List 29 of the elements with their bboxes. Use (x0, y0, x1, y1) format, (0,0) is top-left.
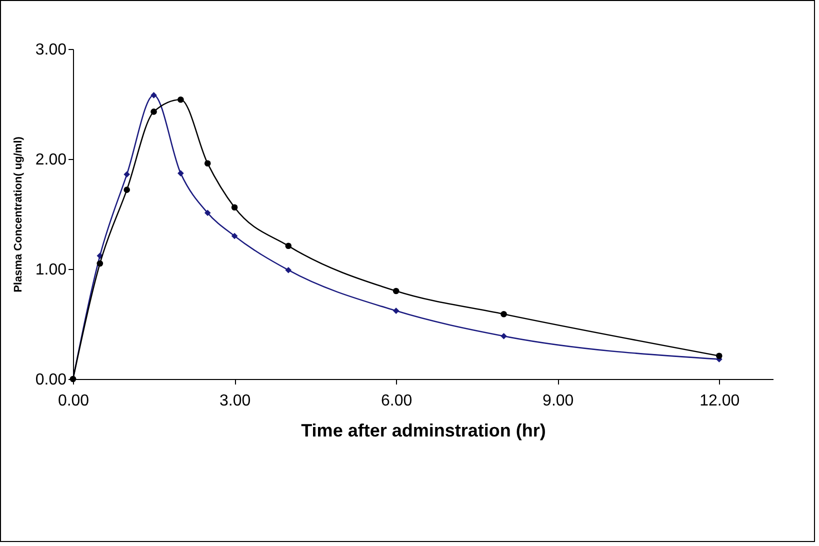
x-tick-label: 12.00 (700, 392, 740, 410)
y-tick-label: 0.00 (35, 372, 67, 388)
point (285, 242, 292, 250)
point (204, 210, 211, 216)
x-tick-label: 0.00 (58, 392, 90, 410)
point (285, 266, 292, 274)
point (231, 232, 238, 240)
x-tick-label: 3.00 (219, 392, 251, 410)
y-tick-label: 2.00 (35, 152, 67, 168)
point (150, 108, 157, 115)
y-tick-label: 3.00 (35, 42, 67, 58)
point (716, 352, 722, 360)
point (392, 308, 400, 314)
point (150, 92, 157, 98)
point (96, 260, 104, 267)
x-tick-label: 6.00 (381, 392, 412, 410)
y-tick-label: 1.00 (35, 262, 67, 278)
point (392, 288, 400, 294)
point (178, 96, 184, 103)
x-tick-label: 9.00 (542, 392, 574, 410)
y-axis-title: Plasma Concentration( ug/ml) (12, 136, 24, 292)
point (500, 310, 507, 318)
point (178, 170, 184, 176)
point (500, 332, 507, 340)
point (204, 160, 211, 167)
point (124, 186, 130, 193)
point (231, 204, 238, 211)
point (124, 171, 130, 178)
x-axis-title: Time after adminstration (hr) (301, 420, 546, 440)
